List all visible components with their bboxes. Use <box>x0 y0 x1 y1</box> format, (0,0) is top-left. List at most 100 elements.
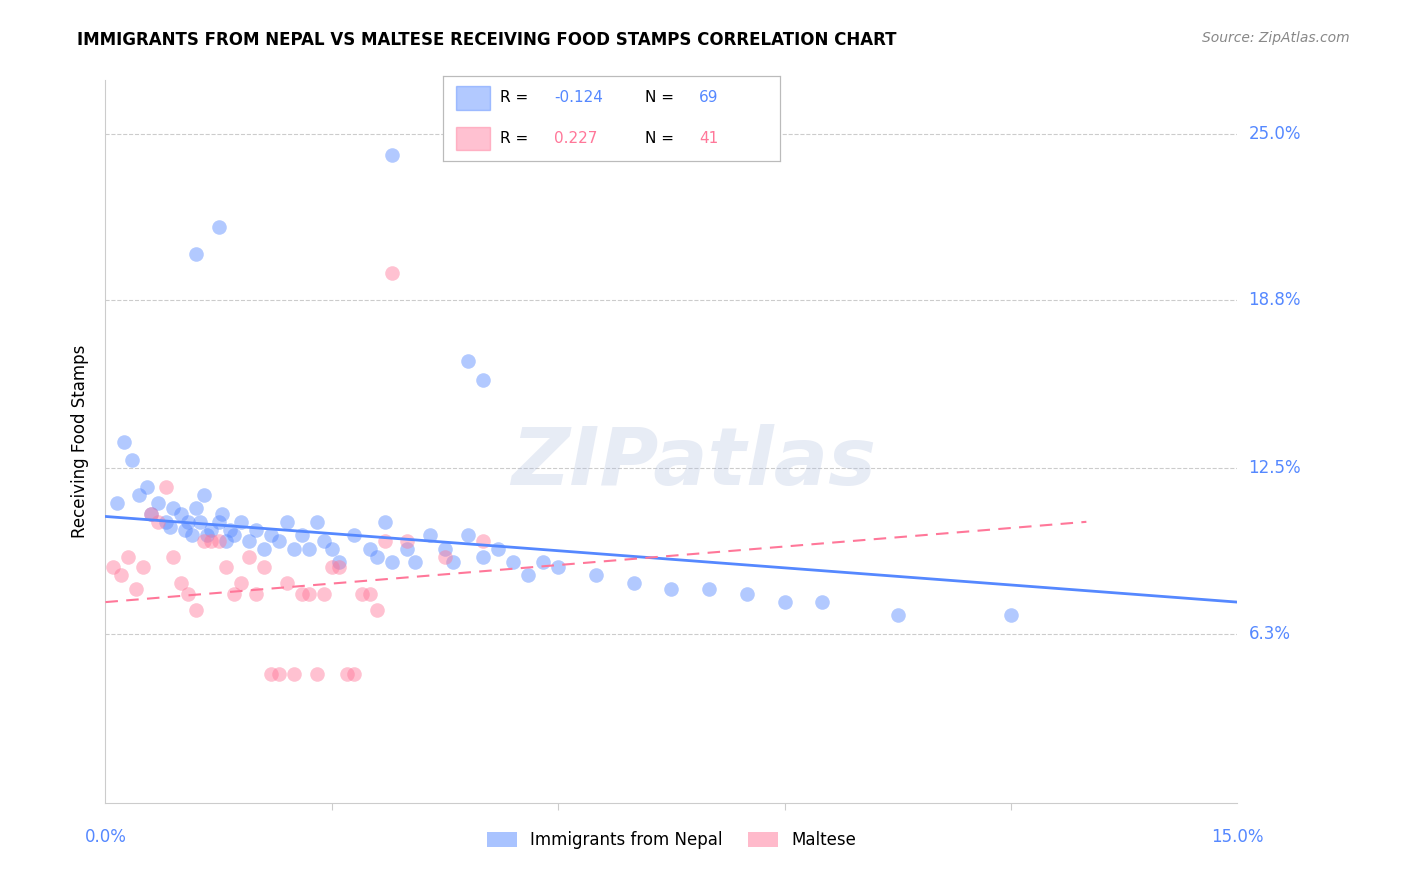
Text: 18.8%: 18.8% <box>1249 291 1301 309</box>
Point <box>193 488 215 502</box>
Point <box>585 568 607 582</box>
Point <box>396 533 419 548</box>
Point <box>366 549 388 564</box>
Point <box>211 507 233 521</box>
Point <box>215 560 238 574</box>
Point <box>170 576 193 591</box>
Point <box>267 667 290 681</box>
Point <box>238 549 260 564</box>
Point <box>811 595 834 609</box>
Point <box>623 576 645 591</box>
Point <box>231 515 253 529</box>
Point <box>314 533 336 548</box>
Point <box>343 667 366 681</box>
Point <box>381 555 404 569</box>
Text: 15.0%: 15.0% <box>1211 828 1264 846</box>
Point <box>1000 608 1022 623</box>
Point <box>245 587 267 601</box>
Point <box>215 533 238 548</box>
Point <box>148 496 170 510</box>
Point <box>200 533 222 548</box>
Point <box>773 595 796 609</box>
Text: 25.0%: 25.0% <box>1249 125 1301 143</box>
Text: IMMIGRANTS FROM NEPAL VS MALTESE RECEIVING FOOD STAMPS CORRELATION CHART: IMMIGRANTS FROM NEPAL VS MALTESE RECEIVI… <box>77 31 897 49</box>
Point <box>162 549 184 564</box>
Point <box>471 373 494 387</box>
FancyBboxPatch shape <box>457 86 491 110</box>
Text: 0.0%: 0.0% <box>84 828 127 846</box>
Point <box>222 528 245 542</box>
Text: 69: 69 <box>699 90 718 105</box>
Text: -0.124: -0.124 <box>554 90 603 105</box>
Point <box>291 587 314 601</box>
Point <box>419 528 441 542</box>
Point <box>170 507 193 521</box>
Point <box>219 523 242 537</box>
Point <box>121 453 143 467</box>
Text: 12.5%: 12.5% <box>1249 459 1301 477</box>
Point <box>471 533 494 548</box>
Point <box>222 587 245 601</box>
Point <box>253 541 276 556</box>
Text: N =: N = <box>645 90 679 105</box>
Point <box>181 528 204 542</box>
Point <box>184 501 207 516</box>
Point <box>366 603 388 617</box>
Point <box>471 549 494 564</box>
Point <box>396 541 419 556</box>
Point <box>381 266 404 280</box>
Point <box>697 582 720 596</box>
Point <box>136 480 159 494</box>
Text: 41: 41 <box>699 131 718 146</box>
Point <box>305 515 328 529</box>
Point <box>887 608 910 623</box>
Point <box>283 541 305 556</box>
Point <box>517 568 540 582</box>
Point <box>298 541 321 556</box>
Point <box>155 480 177 494</box>
Text: R =: R = <box>501 131 533 146</box>
Point <box>374 515 396 529</box>
Point <box>184 247 207 261</box>
Point <box>105 496 128 510</box>
Point <box>735 587 758 601</box>
Point <box>350 587 373 601</box>
Y-axis label: Receiving Food Stamps: Receiving Food Stamps <box>72 345 90 538</box>
Point <box>328 560 350 574</box>
Point <box>117 549 139 564</box>
Point <box>314 587 336 601</box>
Point <box>193 533 215 548</box>
Text: Source: ZipAtlas.com: Source: ZipAtlas.com <box>1202 31 1350 45</box>
Point <box>162 501 184 516</box>
Point <box>267 533 290 548</box>
Point <box>547 560 569 574</box>
Point <box>148 515 170 529</box>
Point <box>502 555 524 569</box>
Point <box>238 533 260 548</box>
Point <box>139 507 162 521</box>
Point <box>305 667 328 681</box>
Point <box>433 549 456 564</box>
Point <box>321 560 343 574</box>
FancyBboxPatch shape <box>457 127 491 151</box>
Point <box>173 523 195 537</box>
Text: ZIPatlas: ZIPatlas <box>512 425 876 502</box>
Point <box>321 541 343 556</box>
Point <box>132 560 155 574</box>
Point <box>486 541 509 556</box>
Point <box>433 541 456 556</box>
Point <box>661 582 683 596</box>
Point <box>374 533 396 548</box>
Text: R =: R = <box>501 90 533 105</box>
Point <box>283 667 305 681</box>
Point <box>139 507 162 521</box>
Point <box>208 515 231 529</box>
Point <box>260 528 283 542</box>
Point <box>359 587 381 601</box>
Point <box>276 515 298 529</box>
Legend: Immigrants from Nepal, Maltese: Immigrants from Nepal, Maltese <box>481 824 862 856</box>
Point <box>336 667 359 681</box>
Point <box>177 587 200 601</box>
Point <box>328 555 350 569</box>
Point <box>253 560 276 574</box>
